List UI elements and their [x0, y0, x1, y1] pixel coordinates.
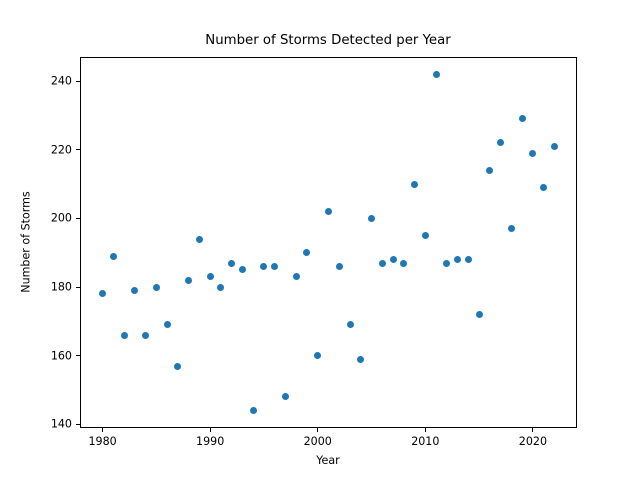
data-point — [464, 256, 472, 264]
data-point — [185, 276, 193, 284]
data-point — [507, 225, 515, 233]
data-point — [249, 407, 257, 415]
data-point — [357, 355, 365, 363]
data-point — [281, 393, 289, 401]
data-point — [195, 235, 203, 243]
data-point — [368, 214, 376, 222]
y-tick-label: 200 — [50, 211, 72, 225]
data-point — [131, 287, 139, 295]
data-point — [497, 139, 505, 147]
data-point — [540, 184, 548, 192]
x-tick-mark — [317, 428, 319, 432]
data-point — [454, 256, 462, 264]
data-point — [152, 283, 160, 291]
data-point — [238, 266, 246, 274]
data-point — [120, 331, 128, 339]
chart-title: Number of Storms Detected per Year — [205, 33, 451, 48]
x-axis-label: Year — [316, 454, 340, 467]
data-point — [109, 252, 117, 260]
data-point — [378, 259, 386, 267]
y-tick-mark — [75, 423, 80, 425]
data-point — [142, 331, 150, 339]
data-point — [163, 321, 171, 329]
data-point — [411, 180, 419, 188]
plot-area — [80, 57, 577, 428]
x-tick-mark — [102, 428, 104, 432]
x-tick-label: 2000 — [303, 434, 332, 448]
data-point — [99, 290, 107, 298]
x-tick-mark — [209, 428, 211, 432]
x-tick-label: 2020 — [518, 434, 548, 448]
data-point — [335, 263, 343, 271]
data-point — [486, 166, 494, 174]
data-point — [421, 232, 429, 240]
data-point — [217, 283, 225, 291]
x-tick-label: 2010 — [411, 434, 440, 448]
data-point — [443, 259, 451, 267]
y-tick-mark — [75, 286, 80, 288]
x-tick-mark — [532, 428, 534, 432]
y-tick-mark — [75, 80, 80, 82]
y-tick-label: 220 — [50, 143, 72, 157]
data-point — [432, 70, 440, 78]
data-point — [271, 263, 279, 271]
data-point — [228, 259, 236, 267]
data-point — [475, 311, 483, 319]
x-tick-label: 1990 — [196, 434, 225, 448]
data-point — [550, 142, 558, 150]
data-point — [314, 352, 322, 360]
data-point — [389, 256, 397, 264]
data-point — [400, 259, 408, 267]
y-tick-mark — [75, 217, 80, 219]
y-tick-label: 140 — [50, 417, 72, 431]
data-point — [303, 249, 311, 257]
y-tick-mark — [75, 149, 80, 151]
y-tick-label: 240 — [50, 74, 72, 88]
y-tick-label: 160 — [50, 349, 72, 363]
data-point — [346, 321, 354, 329]
data-point — [260, 263, 268, 271]
x-tick-mark — [424, 428, 426, 432]
data-point — [292, 273, 300, 281]
y-axis-label: Number of Storms — [19, 191, 33, 293]
data-point — [206, 273, 214, 281]
data-point — [325, 208, 332, 216]
data-point — [529, 149, 537, 157]
y-tick-label: 180 — [50, 280, 72, 294]
data-point — [518, 115, 526, 123]
y-tick-mark — [75, 355, 80, 357]
x-tick-label: 1980 — [88, 434, 117, 448]
data-point — [174, 362, 182, 370]
